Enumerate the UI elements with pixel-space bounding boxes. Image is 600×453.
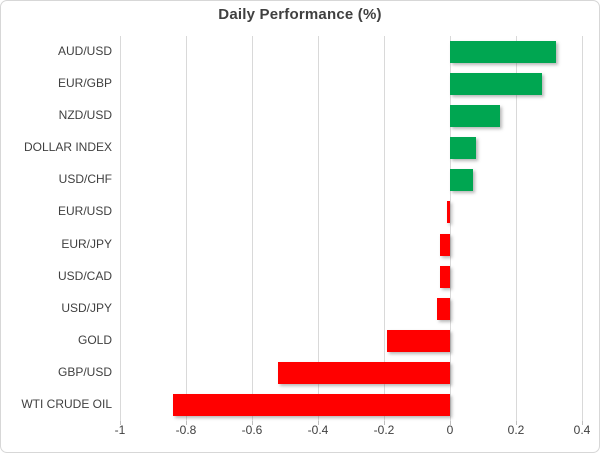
x-tick-label: 0 [446, 423, 454, 437]
performance-bar [450, 105, 500, 127]
x-tick-mark [318, 421, 319, 425]
performance-bar [450, 137, 476, 159]
x-tick-label: -0.6 [241, 423, 263, 437]
category-label: AUD/USD [57, 44, 112, 58]
x-tick-label: 0.2 [507, 423, 525, 437]
performance-bar [437, 298, 450, 320]
x-tick-label: -0.2 [373, 423, 395, 437]
performance-bar [447, 201, 450, 223]
performance-bar [450, 73, 542, 95]
category-label: WTI CRUDE OIL [21, 397, 112, 411]
x-tick-mark [450, 421, 451, 425]
category-label: USD/CAD [57, 269, 112, 283]
x-tick-mark [384, 421, 385, 425]
category-axis: AUD/USD EUR/GBP NZD/USD DOLLAR INDEX USD/CHF… [1, 36, 112, 421]
category-label: NZD/USD [58, 108, 112, 122]
plot-area [120, 36, 583, 421]
gridline [120, 36, 121, 421]
category-label: GBP/USD [57, 365, 112, 379]
performance-bar [440, 266, 450, 288]
x-tick-label: -1 [114, 423, 126, 437]
x-tick-mark [582, 421, 583, 425]
x-tick-mark [186, 421, 187, 425]
performance-bar [450, 169, 473, 191]
category-label: USD/JPY [61, 301, 112, 315]
category-label: GOLD [77, 333, 112, 347]
category-label: DOLLAR INDEX [23, 140, 112, 154]
category-label: EUR/USD [57, 204, 112, 218]
gridline [318, 36, 319, 421]
performance-bar [387, 330, 450, 352]
category-label: USD/CHF [58, 172, 112, 186]
gridline [450, 36, 451, 421]
category-label: EUR/GBP [57, 76, 112, 90]
gridline [516, 36, 517, 421]
gridline [252, 36, 253, 421]
x-tick-label: -0.4 [307, 423, 329, 437]
gridline [384, 36, 385, 421]
x-tick-label: 0.4 [573, 423, 591, 437]
x-tick-mark [120, 421, 121, 425]
performance-bar [173, 394, 450, 416]
x-tick-label: -0.8 [175, 423, 197, 437]
x-tick-mark [252, 421, 253, 425]
gridline [186, 36, 187, 421]
performance-bar [278, 362, 450, 384]
category-label: EUR/JPY [61, 237, 112, 251]
performance-bar [450, 41, 556, 63]
performance-bar [440, 234, 450, 256]
gridline [582, 36, 583, 421]
chart-title: Daily Performance (%) [218, 6, 382, 23]
x-tick-mark [516, 421, 517, 425]
